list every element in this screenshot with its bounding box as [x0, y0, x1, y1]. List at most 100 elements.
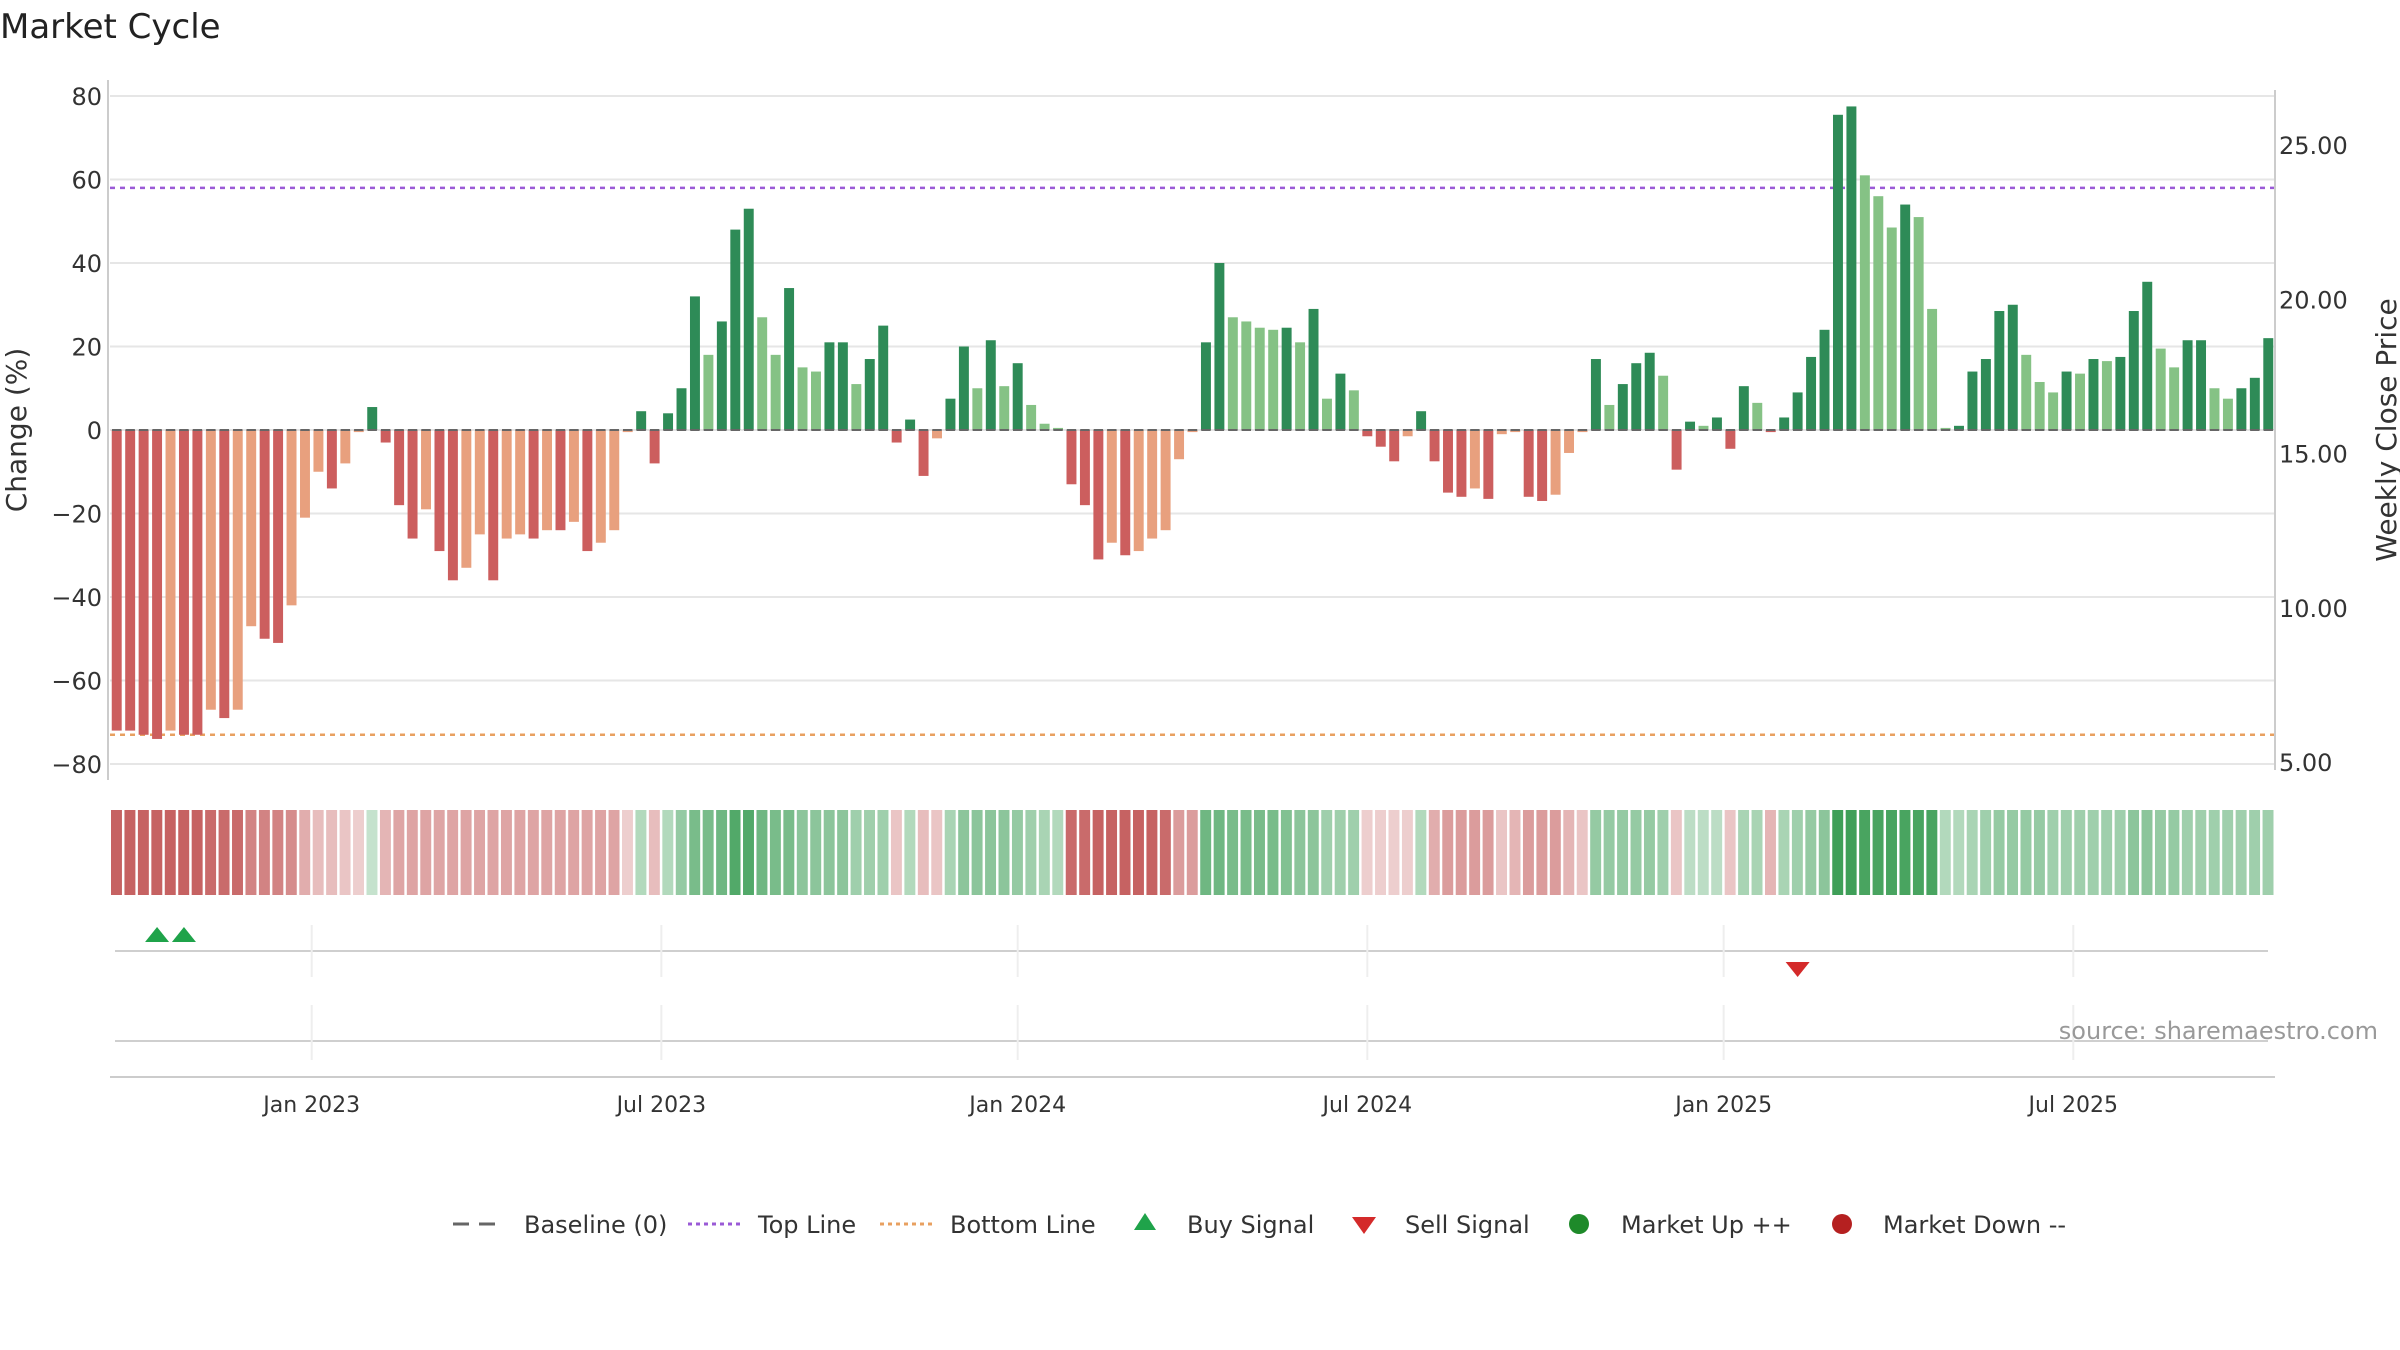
cycle-strip-cell — [1280, 810, 1292, 895]
bar — [2249, 377, 2260, 430]
bar — [1617, 384, 1628, 430]
cycle-strip-cell — [2181, 810, 2193, 895]
cycle-strip-cell — [393, 810, 405, 895]
cycle-strip-cell — [850, 810, 862, 895]
bar — [2007, 304, 2018, 430]
cycle-strip-cell — [810, 810, 822, 895]
bar — [1483, 430, 1494, 499]
bar — [474, 430, 485, 535]
bar — [1510, 430, 1521, 433]
bar — [394, 430, 405, 506]
bar — [1765, 430, 1776, 433]
right-tick-label: 15.00 — [2279, 441, 2348, 469]
cycle-strip-cell — [232, 810, 243, 895]
cycle-strip-cell — [1401, 810, 1413, 895]
x-tick-label: Jan 2023 — [261, 1093, 360, 1118]
legend-market-down-icon — [1832, 1214, 1852, 1234]
y-tick-label: 80 — [71, 83, 102, 111]
bar — [2128, 311, 2139, 430]
cycle-strip-cell — [1791, 810, 1803, 895]
cycle-strip-cell — [111, 810, 122, 895]
chart-title: Market Cycle — [0, 7, 221, 47]
cycle-strip-cell — [1186, 810, 1198, 895]
cycle-strip-cell — [1697, 810, 1709, 895]
cycle-strip-cell — [1832, 810, 1844, 895]
cycle-strip-cell — [218, 810, 230, 895]
bar — [1362, 430, 1373, 437]
cycle-strip-cell — [285, 810, 297, 895]
cycle-strip-cell — [769, 810, 781, 895]
bar — [1375, 430, 1386, 447]
bar — [2182, 340, 2193, 430]
bar — [259, 430, 270, 639]
cycle-strip-cell — [326, 810, 338, 895]
cycle-strip-cell — [420, 810, 432, 895]
y-axis-label: Change (%) — [0, 348, 33, 513]
bar — [111, 430, 122, 731]
bar — [1241, 321, 1252, 430]
cycle-strip-cell — [648, 810, 660, 895]
cycle-strip-cell — [662, 810, 674, 895]
cycle-strip-cell — [312, 810, 324, 895]
bar — [1174, 430, 1185, 460]
bar — [1147, 430, 1158, 539]
bar — [1900, 204, 1911, 430]
bar — [2263, 338, 2274, 430]
cycle-strip-cell — [2222, 810, 2234, 895]
cycle-strip-cell — [2020, 810, 2032, 895]
cycle-strip-cell — [554, 810, 566, 895]
bar — [1752, 402, 1763, 430]
cycle-strip-cell — [1415, 810, 1427, 895]
cycle-strip-cell — [1025, 810, 1037, 895]
cycle-strip-cell — [1428, 810, 1440, 895]
bar — [273, 430, 284, 643]
cycle-strip-cell — [2033, 810, 2045, 895]
bar — [1550, 430, 1561, 495]
bar — [178, 430, 189, 735]
cycle-strip-cell — [1442, 810, 1454, 895]
y-tick-label: −20 — [51, 501, 102, 529]
bar — [676, 388, 687, 430]
x-axis: Jan 2023 Jul 2023 Jan 2024 Jul 2024 Jan 2025… — [110, 925, 2275, 1118]
cycle-strip-cell — [581, 810, 593, 895]
legend-buy-signal-label: Buy Signal — [1187, 1211, 1314, 1239]
cycle-strip-cell — [1159, 810, 1171, 895]
cycle-strip-cell — [137, 810, 149, 895]
cycle-strip-cell — [1966, 810, 1978, 895]
bar — [1832, 114, 1843, 430]
bar — [1227, 317, 1238, 430]
cycle-strip-cell — [621, 810, 633, 895]
cycle-strip-cell — [689, 810, 701, 895]
bar — [1295, 342, 1306, 430]
cycle-strip-cell — [2208, 810, 2220, 895]
bar — [689, 296, 700, 430]
bar — [1738, 386, 1749, 430]
legend-top-line-label: Top Line — [757, 1211, 856, 1239]
cycle-strip-cell — [205, 810, 217, 895]
cycle-strip-cell — [1509, 810, 1521, 895]
y-tick-label: −40 — [51, 584, 102, 612]
bar — [730, 229, 741, 430]
cycle-strip-cell — [447, 810, 459, 895]
bar — [649, 430, 660, 464]
bar — [945, 398, 956, 430]
cycle-strip-cell — [743, 810, 754, 895]
x-tick-label: Jul 2024 — [1321, 1093, 1413, 1118]
bar — [447, 430, 458, 581]
bar — [165, 430, 176, 731]
legend-sell-signal-icon — [1352, 1217, 1376, 1234]
cycle-strip-cell — [1334, 810, 1346, 895]
bar — [2048, 392, 2059, 430]
x-tick-label: Jan 2025 — [1673, 1093, 1772, 1118]
bar — [1980, 359, 1991, 430]
cycle-strip-cell — [783, 810, 795, 895]
cycle-strip-cell — [1886, 810, 1897, 895]
buy-signal-marker — [171, 927, 196, 942]
cycle-strip-cell — [1038, 810, 1050, 895]
cycle-strip-cell — [1496, 810, 1508, 895]
bar — [2155, 348, 2166, 430]
bar — [1994, 311, 2005, 430]
bar — [1644, 352, 1655, 430]
bar — [1133, 430, 1144, 552]
bar — [743, 208, 754, 430]
